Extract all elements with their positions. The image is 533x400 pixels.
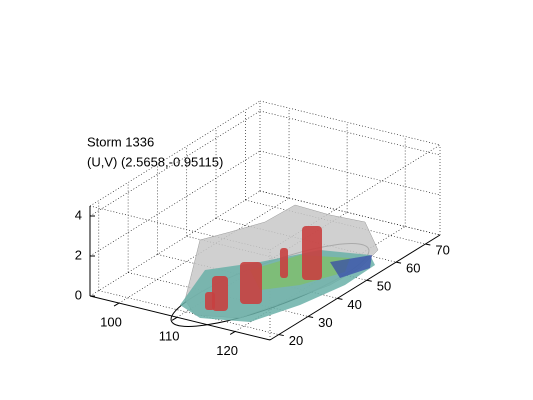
y-tick-label: 50 bbox=[377, 279, 391, 294]
box-edge bbox=[259, 100, 441, 146]
y-tick-label: 40 bbox=[347, 297, 361, 312]
tick-mark bbox=[113, 302, 120, 307]
cells bbox=[205, 226, 322, 311]
grid-line bbox=[89, 190, 261, 297]
y-tick-label: 30 bbox=[318, 315, 332, 330]
tick-mark bbox=[229, 331, 236, 335]
grid-line bbox=[259, 110, 441, 156]
grid-line bbox=[215, 217, 397, 263]
grid-line bbox=[89, 150, 261, 257]
x-tick-label: 110 bbox=[159, 329, 180, 344]
grid-line bbox=[157, 254, 338, 299]
storm-surface bbox=[170, 204, 379, 327]
cell bbox=[212, 276, 228, 311]
tick-mark bbox=[366, 279, 372, 282]
z-tick-label: 0 bbox=[75, 287, 82, 302]
grid-line bbox=[259, 190, 441, 236]
tick-mark bbox=[337, 297, 343, 300]
lower-surface-patch bbox=[250, 255, 350, 290]
chart-title: Storm 1336 bbox=[87, 134, 154, 149]
grid-line bbox=[89, 110, 261, 217]
y-axis bbox=[269, 234, 441, 341]
cell bbox=[302, 226, 322, 280]
box-edge bbox=[89, 100, 261, 207]
tick-mark bbox=[171, 316, 178, 321]
y-tick-label: 60 bbox=[406, 261, 420, 276]
box-edge bbox=[89, 205, 271, 251]
y-tick-label: 70 bbox=[435, 242, 449, 257]
x-tick-label: 100 bbox=[100, 315, 122, 330]
cell bbox=[205, 292, 215, 310]
grid-line bbox=[259, 150, 441, 196]
lower-surface-edge bbox=[330, 255, 372, 278]
tick-mark bbox=[425, 243, 431, 246]
chart-subtitle: (U,V) (2.5658,-0.95115) bbox=[87, 154, 223, 169]
x-axis bbox=[89, 295, 271, 341]
cell bbox=[240, 262, 262, 304]
x-tick-label: 120 bbox=[216, 343, 238, 358]
tick-mark bbox=[278, 334, 284, 337]
cell bbox=[280, 248, 288, 278]
z-tick-label: 2 bbox=[75, 247, 82, 262]
tick-mark bbox=[308, 315, 314, 318]
grid-line bbox=[128, 272, 309, 317]
tick-mark bbox=[395, 261, 402, 264]
grid-line bbox=[98, 290, 279, 335]
grid-line bbox=[245, 199, 426, 245]
z-tick-label: 4 bbox=[75, 207, 82, 222]
y-tick-label: 20 bbox=[289, 333, 303, 348]
